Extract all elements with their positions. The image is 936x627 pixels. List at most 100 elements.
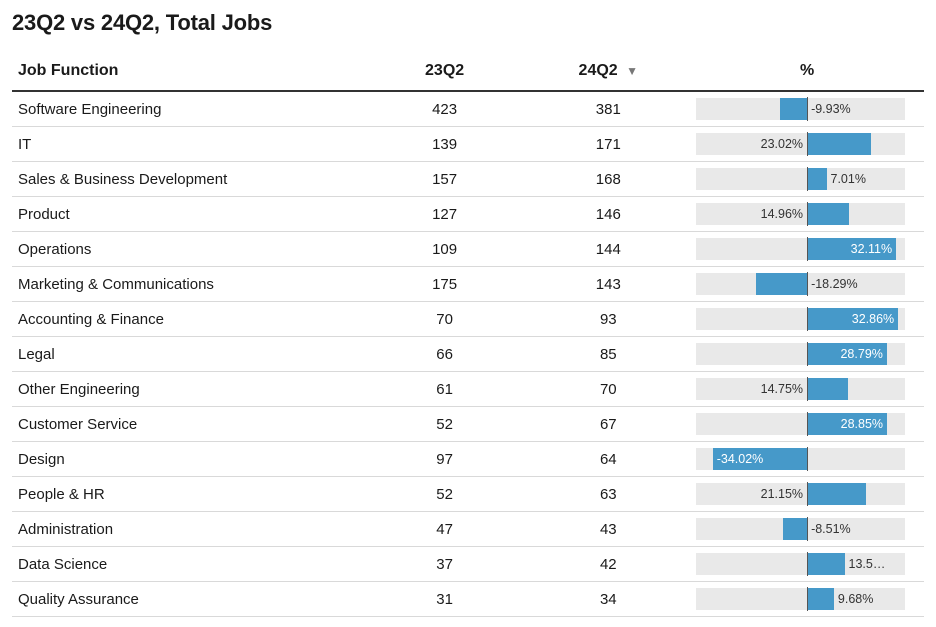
bar-axis bbox=[807, 167, 808, 191]
bar-bg-pos bbox=[807, 448, 905, 470]
bar-label: 21.15% bbox=[696, 483, 807, 505]
bar-axis bbox=[807, 587, 808, 611]
table-header-row: Job Function 23Q2 24Q2 ▼ % bbox=[12, 54, 924, 91]
cell-pct-bar: 7.01% bbox=[690, 162, 924, 197]
diverging-bar: 32.86% bbox=[696, 308, 918, 330]
bar-label: 23.02% bbox=[696, 133, 807, 155]
cell-function: Customer Service bbox=[12, 407, 363, 442]
bar-axis bbox=[807, 132, 808, 156]
diverging-bar: 23.02% bbox=[696, 133, 918, 155]
cell-pct-bar: 14.75% bbox=[690, 372, 924, 407]
cell-23q2: 127 bbox=[363, 197, 527, 232]
cell-pct-bar: 32.11% bbox=[690, 232, 924, 267]
table-row: Data Science3742 13.5… bbox=[12, 547, 924, 582]
bar-label: 14.96% bbox=[696, 203, 807, 225]
cell-pct-bar: 9.68% bbox=[690, 582, 924, 617]
table-row: Design9764-34.02% bbox=[12, 442, 924, 477]
cell-24q2: 93 bbox=[526, 302, 690, 337]
cell-24q2: 144 bbox=[526, 232, 690, 267]
cell-24q2: 70 bbox=[526, 372, 690, 407]
bar-label: 32.86% bbox=[807, 308, 898, 330]
cell-pct-bar: 28.79% bbox=[690, 337, 924, 372]
cell-function: Accounting & Finance bbox=[12, 302, 363, 337]
bar-bg-neg bbox=[696, 588, 807, 610]
cell-function: Data Science bbox=[12, 547, 363, 582]
table-row: People & HR526321.15% bbox=[12, 477, 924, 512]
diverging-bar: 14.96% bbox=[696, 203, 918, 225]
bar-label: 9.68% bbox=[834, 588, 877, 610]
diverging-bar: 13.5… bbox=[696, 553, 918, 575]
diverging-bar: -18.29% bbox=[696, 273, 918, 295]
table-row: Other Engineering6170 14.75% bbox=[12, 372, 924, 407]
col-header-23q2[interactable]: 23Q2 bbox=[363, 54, 527, 91]
col-header-pct[interactable]: % bbox=[690, 54, 924, 91]
bar-label: 7.01% bbox=[827, 168, 870, 190]
cell-23q2: 157 bbox=[363, 162, 527, 197]
cell-24q2: 34 bbox=[526, 582, 690, 617]
col-header-function[interactable]: Job Function bbox=[12, 54, 363, 91]
cell-pct-bar: -18.29% bbox=[690, 267, 924, 302]
cell-pct-bar: -34.02% bbox=[690, 442, 924, 477]
cell-24q2: 67 bbox=[526, 407, 690, 442]
cell-23q2: 66 bbox=[363, 337, 527, 372]
col-header-24q2[interactable]: 24Q2 ▼ bbox=[526, 54, 690, 91]
table-row: IT139171 23.02% bbox=[12, 127, 924, 162]
table-row: Accounting & Finance709332.86% bbox=[12, 302, 924, 337]
cell-function: Product bbox=[12, 197, 363, 232]
diverging-bar: -8.51% bbox=[696, 518, 918, 540]
diverging-bar: -34.02% bbox=[696, 448, 918, 470]
cell-pct-bar: 32.86% bbox=[690, 302, 924, 337]
table-row: Product12714614.96% bbox=[12, 197, 924, 232]
cell-function: Sales & Business Development bbox=[12, 162, 363, 197]
bar-label: 28.79% bbox=[807, 343, 887, 365]
bar-label: 32.11% bbox=[807, 238, 896, 260]
cell-function: Legal bbox=[12, 337, 363, 372]
cell-pct-bar: 14.96% bbox=[690, 197, 924, 232]
cell-23q2: 52 bbox=[363, 407, 527, 442]
bar-label: -18.29% bbox=[807, 273, 862, 295]
bar-label: 13.5… bbox=[845, 553, 890, 575]
bar-pos bbox=[807, 378, 848, 400]
cell-function: Software Engineering bbox=[12, 91, 363, 127]
table-row: Sales & Business Development1571687.01% bbox=[12, 162, 924, 197]
bar-axis bbox=[807, 482, 808, 506]
cell-24q2: 43 bbox=[526, 512, 690, 547]
table-row: Operations10914432.11% bbox=[12, 232, 924, 267]
table-row: Software Engineering423381-9.93% bbox=[12, 91, 924, 127]
bar-neg bbox=[780, 98, 808, 120]
bar-neg bbox=[756, 273, 807, 295]
bar-label: -34.02% bbox=[713, 448, 807, 470]
cell-function: People & HR bbox=[12, 477, 363, 512]
cell-24q2: 381 bbox=[526, 91, 690, 127]
diverging-bar: 28.79% bbox=[696, 343, 918, 365]
cell-24q2: 171 bbox=[526, 127, 690, 162]
cell-23q2: 61 bbox=[363, 372, 527, 407]
cell-pct-bar: 28.85% bbox=[690, 407, 924, 442]
cell-23q2: 139 bbox=[363, 127, 527, 162]
cell-function: Other Engineering bbox=[12, 372, 363, 407]
diverging-bar: 14.75% bbox=[696, 378, 918, 400]
bar-label: -9.93% bbox=[807, 98, 855, 120]
bar-bg-neg bbox=[696, 343, 807, 365]
cell-pct-bar: -9.93% bbox=[690, 91, 924, 127]
bar-pos bbox=[807, 588, 834, 610]
cell-function: Operations bbox=[12, 232, 363, 267]
cell-function: Design bbox=[12, 442, 363, 477]
bar-label: 14.75% bbox=[696, 378, 807, 400]
bar-bg-neg bbox=[696, 238, 807, 260]
bar-axis bbox=[807, 447, 808, 471]
cell-24q2: 85 bbox=[526, 337, 690, 372]
diverging-bar: 28.85% bbox=[696, 413, 918, 435]
cell-pct-bar: -8.51% bbox=[690, 512, 924, 547]
bar-pos bbox=[807, 168, 826, 190]
cell-24q2: 64 bbox=[526, 442, 690, 477]
cell-23q2: 175 bbox=[363, 267, 527, 302]
cell-23q2: 37 bbox=[363, 547, 527, 582]
bar-label: -8.51% bbox=[807, 518, 855, 540]
cell-function: IT bbox=[12, 127, 363, 162]
cell-24q2: 42 bbox=[526, 547, 690, 582]
cell-24q2: 143 bbox=[526, 267, 690, 302]
cell-24q2: 63 bbox=[526, 477, 690, 512]
bar-bg-neg bbox=[696, 413, 807, 435]
cell-function: Quality Assurance bbox=[12, 582, 363, 617]
